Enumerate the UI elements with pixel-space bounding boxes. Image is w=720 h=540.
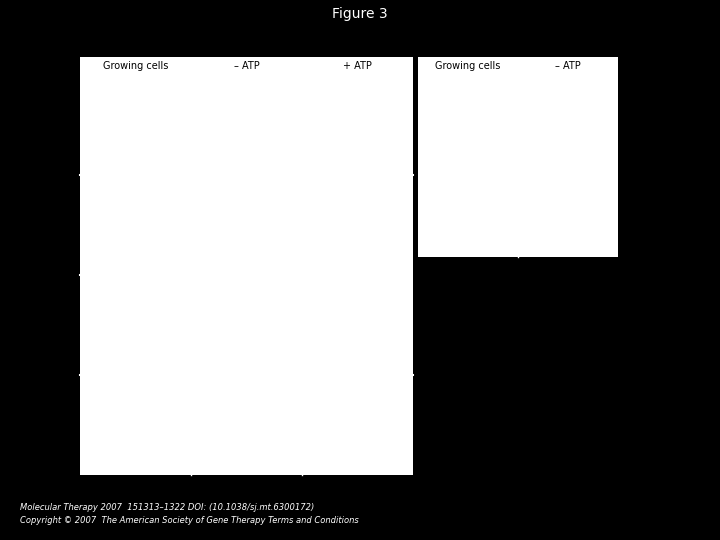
Text: –: –	[521, 243, 526, 253]
Text: e: e	[194, 178, 202, 188]
Bar	[418, 57, 618, 257]
Text: Growing cells: Growing cells	[436, 61, 500, 71]
Text: a: a	[83, 78, 91, 88]
Text: h: h	[305, 278, 313, 288]
Text: f: f	[83, 278, 88, 288]
Text: l: l	[521, 78, 525, 88]
Text: d: d	[83, 178, 91, 188]
Text: b: b	[194, 78, 202, 88]
Text: – ATP: – ATP	[233, 61, 259, 71]
Bar	[302, 175, 413, 275]
Text: – ATP: – ATP	[555, 61, 581, 71]
Text: g: g	[194, 278, 202, 288]
Text: –: –	[83, 161, 88, 171]
Text: Molecular Therapy 2007  151313–1322 DOI: (10.1038/sj.mt.6300172): Molecular Therapy 2007 151313–1322 DOI: …	[20, 503, 314, 512]
Bar	[302, 375, 413, 475]
Text: Figure 3: Figure 3	[332, 7, 388, 21]
Text: –: –	[83, 461, 88, 471]
Text: –: –	[83, 361, 88, 371]
Text: Growing cells: Growing cells	[103, 61, 168, 71]
Text: Copyright © 2007  The American Society of Gene Therapy Terms and Conditions: Copyright © 2007 The American Society of…	[20, 516, 359, 525]
Bar	[80, 57, 413, 475]
Text: k: k	[421, 78, 428, 88]
Text: j: j	[194, 378, 198, 388]
Text: i: i	[83, 378, 86, 388]
Text: c: c	[305, 78, 312, 88]
Text: + ATP: + ATP	[343, 61, 372, 71]
Text: –: –	[83, 261, 88, 271]
